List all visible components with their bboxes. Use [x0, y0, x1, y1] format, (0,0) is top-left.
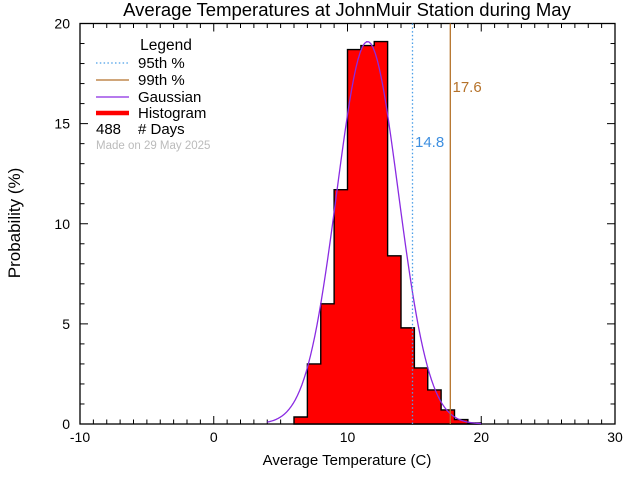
svg-text:Average Temperatures at JohnMu: Average Temperatures at JohnMuir Station…: [123, 0, 571, 20]
svg-text:14.8: 14.8: [415, 134, 444, 151]
svg-text:0: 0: [62, 416, 70, 432]
svg-text:Average Temperature (C): Average Temperature (C): [263, 452, 432, 469]
svg-text:17.6: 17.6: [453, 79, 482, 96]
svg-text:-10: -10: [70, 429, 90, 445]
svg-text:# Days: # Days: [138, 121, 185, 138]
svg-text:95th %: 95th %: [138, 55, 185, 72]
svg-text:99th %: 99th %: [138, 72, 185, 89]
svg-text:20: 20: [473, 429, 489, 445]
svg-text:30: 30: [607, 429, 623, 445]
svg-text:15: 15: [54, 116, 70, 132]
svg-text:Made on 29 May 2025: Made on 29 May 2025: [96, 140, 210, 152]
svg-text:10: 10: [340, 429, 356, 445]
svg-text:20: 20: [54, 16, 70, 32]
svg-text:10: 10: [54, 216, 70, 232]
svg-text:Gaussian: Gaussian: [138, 89, 201, 106]
svg-text:5: 5: [62, 316, 70, 332]
svg-text:Histogram: Histogram: [138, 105, 206, 122]
svg-text:Legend: Legend: [140, 37, 192, 54]
svg-text:0: 0: [210, 429, 218, 445]
svg-text:488: 488: [96, 121, 121, 138]
svg-text:Probability (%): Probability (%): [5, 168, 24, 279]
